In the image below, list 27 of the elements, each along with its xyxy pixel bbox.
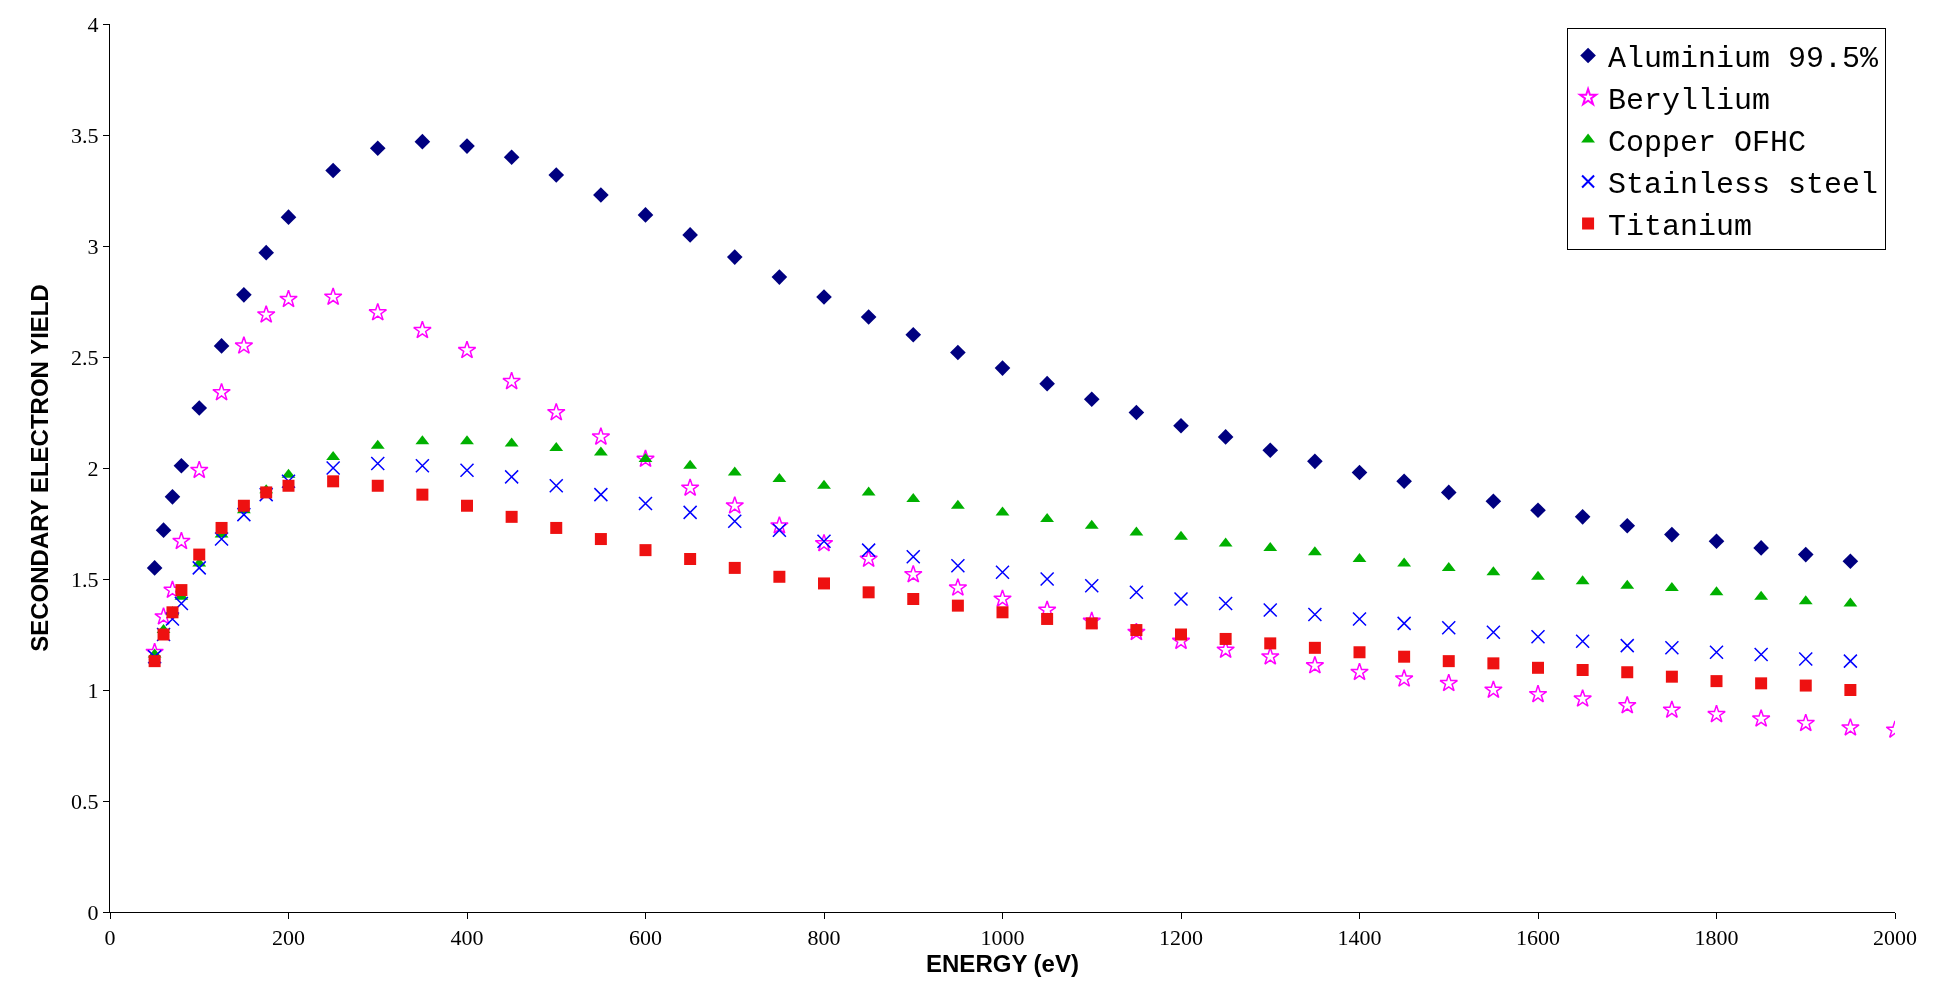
legend-label: Copper OFHC — [1608, 126, 1807, 161]
y-tick-label: 1.5 — [71, 566, 99, 592]
y-tick-label: 2.5 — [71, 344, 99, 370]
x-tick-label: 800 — [807, 925, 841, 951]
y-tick-label: 0.5 — [71, 788, 99, 814]
y-tick-label: 3.5 — [71, 122, 99, 148]
y-tick-label: 1 — [87, 677, 99, 703]
x-tick-label: 1000 — [980, 925, 1025, 951]
x-tick-label: 1200 — [1159, 925, 1203, 951]
y-tick-label: 4 — [87, 11, 99, 37]
x-tick-label: 1800 — [1694, 925, 1739, 951]
legend-label: Aluminium 99.5% — [1608, 42, 1880, 77]
y-tick-label: 0 — [87, 899, 99, 925]
x-tick-label: 0 — [104, 925, 116, 951]
y-axis-title: SECONDARY ELECTRON YIELD — [26, 284, 54, 652]
y-tick-label: 2 — [87, 455, 99, 481]
legend-label: Beryllium — [1608, 84, 1771, 119]
y-tick-label: 3 — [87, 233, 99, 259]
x-tick-label: 1400 — [1337, 925, 1382, 951]
x-tick-label: 2000 — [1873, 925, 1917, 951]
legend-label: Stainless steel — [1608, 168, 1879, 203]
x-tick-label: 400 — [450, 925, 484, 951]
x-tick-label: 1600 — [1516, 925, 1560, 951]
x-tick-label: 200 — [272, 925, 305, 951]
x-tick-label: 600 — [629, 925, 662, 951]
legend-label: Titanium — [1608, 210, 1753, 245]
x-axis-title: ENERGY (eV) — [926, 950, 1079, 978]
